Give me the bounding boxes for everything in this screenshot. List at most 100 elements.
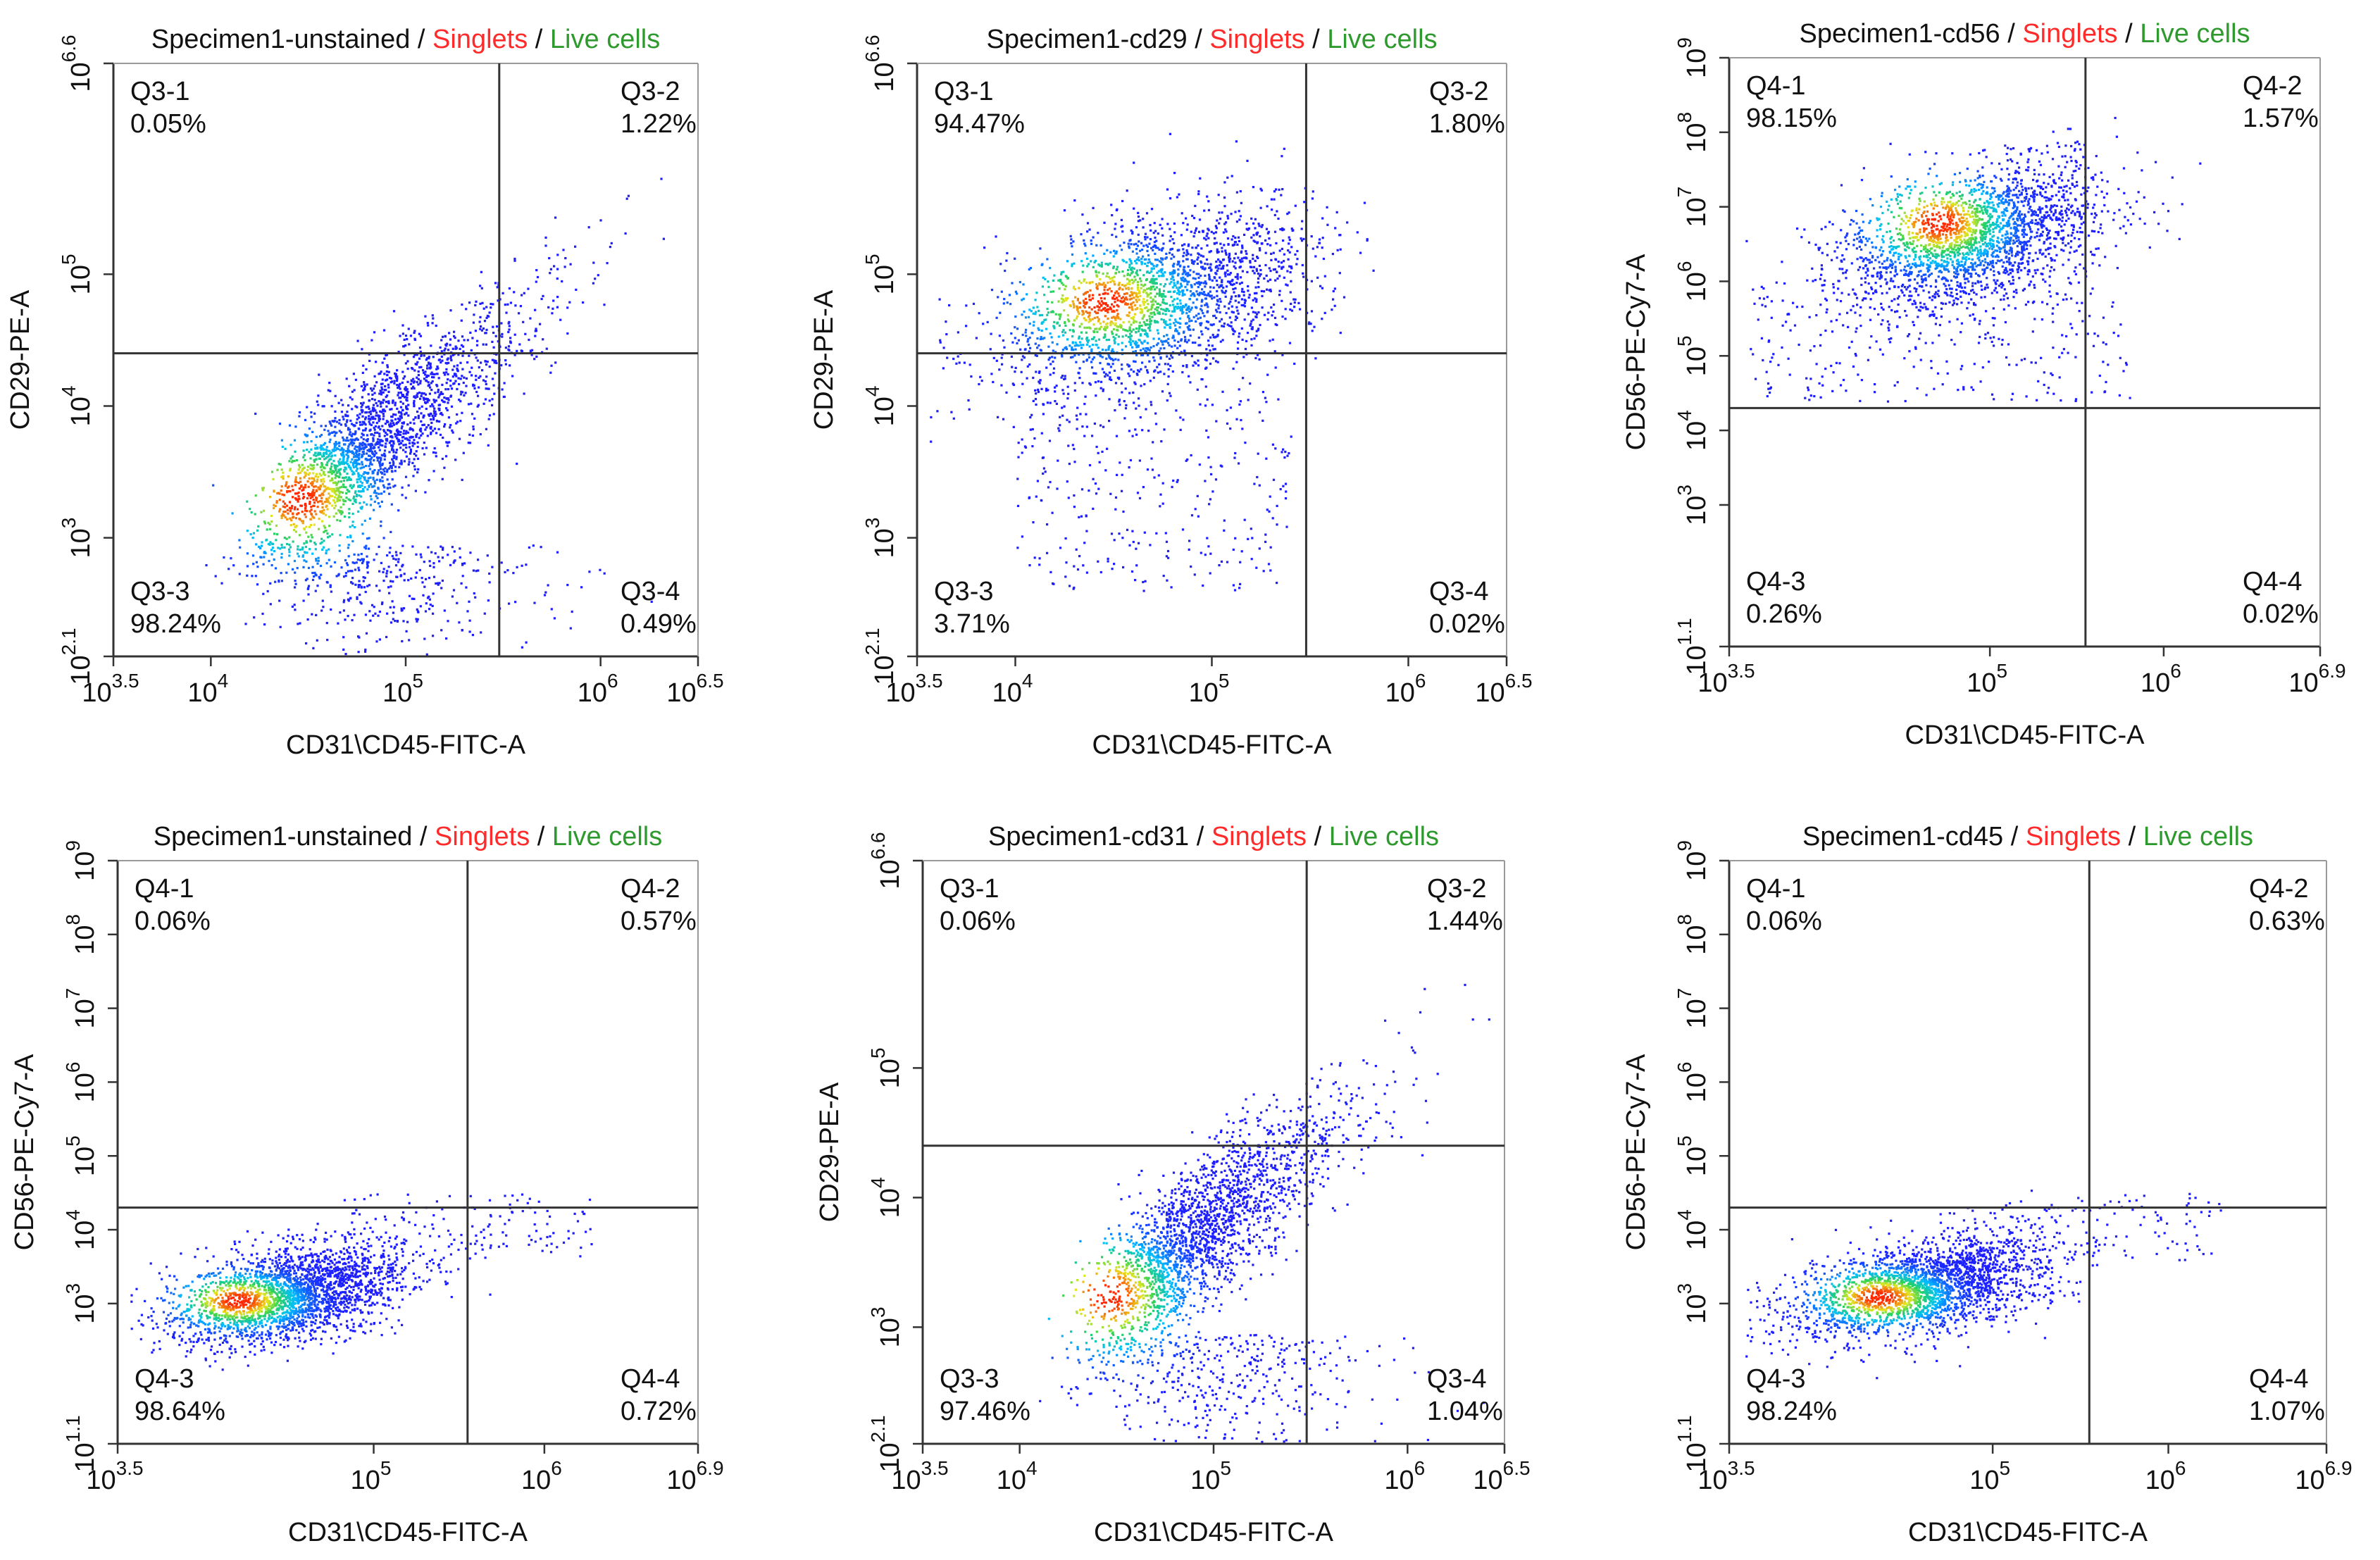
scatter-point: [318, 528, 320, 530]
scatter-point: [356, 596, 359, 599]
scatter-point: [311, 536, 313, 539]
scatter-point: [364, 416, 367, 419]
scatter-point: [1154, 247, 1157, 249]
scatter-point: [358, 458, 361, 461]
scatter-point: [348, 512, 351, 515]
scatter-point: [411, 444, 414, 447]
scatter-point: [262, 563, 265, 566]
scatter-point: [313, 454, 316, 456]
title-specimen: Specimen1-unstained: [151, 25, 411, 54]
scatter-point: [292, 540, 294, 543]
scatter-point: [1290, 309, 1294, 312]
scatter-point: [338, 442, 341, 444]
scatter-point: [502, 395, 505, 399]
scatter-point: [409, 382, 412, 385]
scatter-point: [344, 414, 347, 418]
scatter-point: [392, 456, 396, 459]
scatter-point: [353, 461, 356, 463]
scatter-point: [435, 413, 437, 416]
scatter-point: [485, 428, 487, 430]
scatter-point: [407, 414, 410, 417]
scatter-point: [1128, 247, 1130, 249]
scatter-point: [1093, 261, 1096, 263]
scatter-point: [339, 473, 342, 476]
scatter-point: [380, 401, 382, 404]
scatter-point: [488, 311, 491, 314]
scatter-point: [461, 303, 463, 306]
scatter-point: [1228, 273, 1231, 276]
scatter-point: [1296, 249, 1299, 253]
scatter-point: [380, 393, 383, 396]
scatter-point: [1011, 366, 1014, 368]
scatter-point: [1142, 218, 1145, 220]
scatter-point: [274, 580, 277, 583]
scatter-point: [344, 423, 347, 426]
scatter-point: [1224, 275, 1227, 277]
scatter-point: [333, 419, 336, 423]
scatter-point: [1152, 311, 1155, 314]
scatter-point: [444, 373, 447, 376]
scatter-point: [1185, 341, 1188, 344]
scatter-point: [385, 354, 388, 356]
scatter-point: [1216, 269, 1219, 273]
scatter-point: [1012, 425, 1015, 428]
scatter-point: [1188, 243, 1190, 246]
scatter-point: [337, 470, 340, 473]
scatter-point: [1166, 323, 1169, 326]
scatter-point: [426, 357, 429, 360]
scatter-point: [507, 330, 510, 334]
scatter-point: [1202, 230, 1204, 232]
scatter-point: [1094, 381, 1097, 384]
scatter-point: [1163, 285, 1166, 288]
scatter-point: [294, 425, 297, 428]
scatter-point: [1073, 565, 1076, 568]
scatter-point: [1016, 478, 1019, 480]
scatter-point: [1142, 304, 1145, 306]
scatter-point: [451, 354, 454, 356]
scatter-point: [383, 473, 386, 476]
scatter-point: [1135, 346, 1138, 349]
scatter-point: [391, 555, 394, 558]
scatter-point: [1173, 242, 1176, 244]
scatter-point: [523, 392, 525, 395]
scatter-point: [404, 344, 407, 347]
scatter-point: [544, 236, 547, 239]
scatter-point: [351, 473, 354, 476]
scatter-point: [1131, 250, 1134, 253]
scatter-point: [471, 374, 473, 377]
scatter-point: [363, 452, 366, 456]
scatter-point: [1145, 319, 1149, 322]
scatter-point: [430, 373, 432, 375]
scatter-point: [437, 556, 440, 559]
scatter-point: [445, 382, 448, 385]
scatter-point: [1164, 313, 1167, 316]
scatter-point: [1252, 266, 1256, 268]
scatter-point: [1083, 280, 1085, 282]
scatter-point: [440, 355, 443, 358]
scatter-point: [1066, 318, 1070, 321]
scatter-point: [440, 391, 442, 394]
scatter-point: [338, 549, 341, 552]
scatter-point: [1111, 214, 1114, 217]
scatter-point: [1052, 582, 1055, 585]
scatter-point: [1124, 407, 1128, 410]
scatter-point: [1141, 361, 1144, 364]
scatter-point: [433, 373, 436, 376]
scatter-point: [468, 354, 471, 357]
scatter-point: [329, 422, 332, 425]
scatter-point: [1148, 360, 1151, 363]
scatter-point: [1254, 297, 1257, 300]
scatter-point: [1190, 254, 1192, 256]
scatter-point: [1216, 219, 1219, 222]
scatter-point: [461, 629, 463, 632]
scatter-point: [1265, 401, 1268, 404]
scatter-point: [957, 331, 959, 334]
scatter-point: [1206, 294, 1209, 297]
scatter-point: [390, 431, 392, 434]
scatter-point: [1216, 251, 1219, 254]
scatter-point: [1117, 358, 1120, 361]
scatter-point: [1323, 311, 1326, 314]
scatter-point: [469, 551, 472, 554]
scatter-point: [285, 504, 288, 507]
scatter-point: [1241, 287, 1244, 290]
